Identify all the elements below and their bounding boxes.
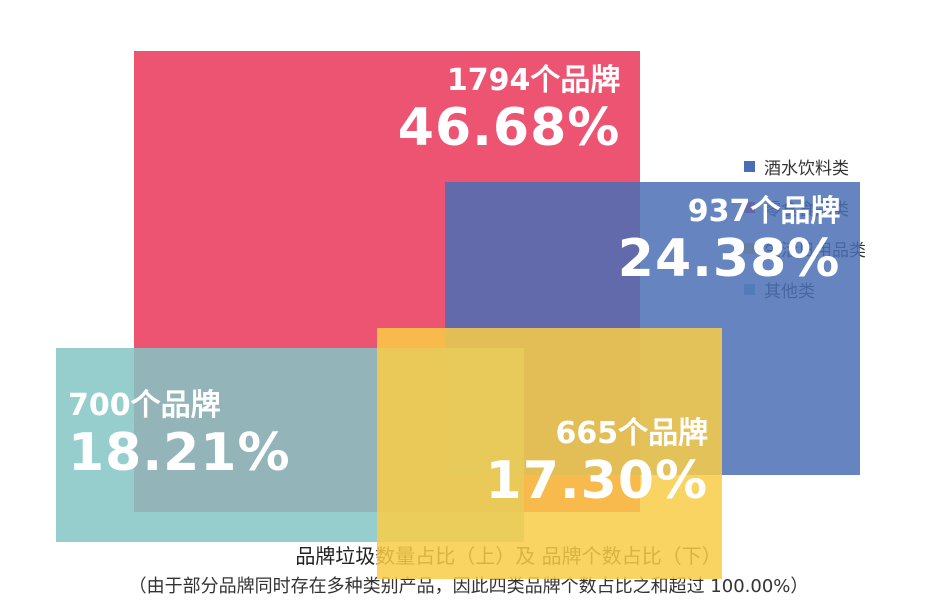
percent-label: 18.21% [68,423,291,483]
legend-item-1: 酒水饮料类 [744,146,866,187]
chart-note: （由于部分品牌同时存在多种类别产品，因此四类品牌个数占比之和超过 100.00%… [128,576,809,597]
legend-label: 酒水饮料类 [764,159,849,179]
percent-label: 24.38% [617,229,841,289]
brand-count-label: 937个品牌 [687,194,841,229]
brand-count-label: 1794个品牌 [446,63,621,98]
data-label-3: 665个品牌 17.30% [486,416,709,510]
percent-label: 46.68% [397,98,621,158]
data-label-1: 937个品牌 24.38% [618,194,841,288]
brand-count-label: 665个品牌 [555,416,709,451]
area-box-3 [377,328,722,579]
data-label-2: 1794个品牌 46.68% [398,63,621,157]
percent-label: 17.30% [485,451,709,511]
data-label-4: 700个品牌 18.21% [68,388,291,482]
legend-swatch [744,161,755,172]
brand-count-label: 700个品牌 [68,388,221,423]
